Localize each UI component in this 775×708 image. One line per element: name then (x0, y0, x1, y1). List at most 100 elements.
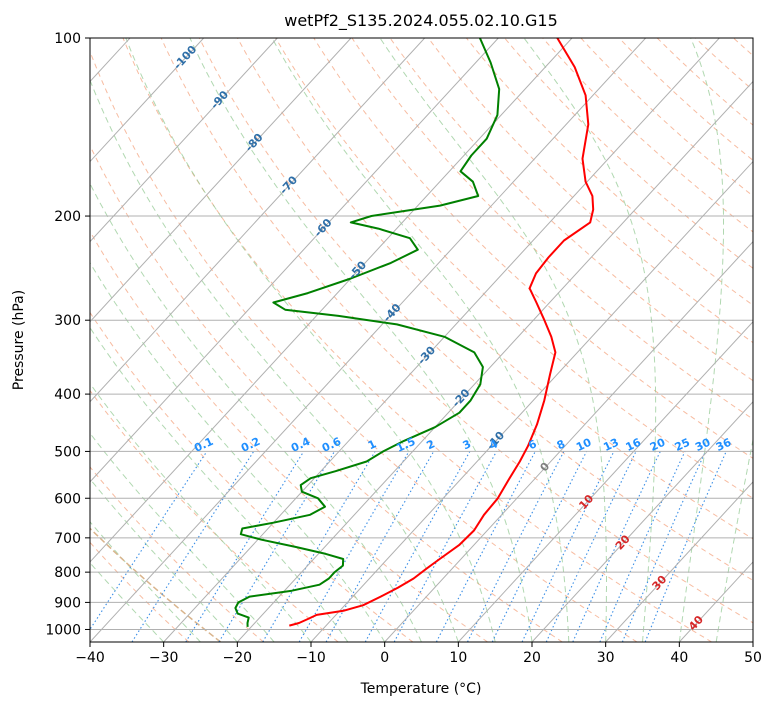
isotherm-gridline (310, 160, 753, 642)
mixing-ratio-label: 1 (366, 437, 378, 452)
dry-adiabat (351, 38, 753, 420)
dry-adiabat (618, 38, 753, 161)
y-tick-label: 200 (54, 209, 81, 225)
x-tick-label: 30 (597, 650, 615, 666)
mixing-ratio-line (491, 451, 588, 642)
isotherm-gridline (605, 481, 753, 642)
mixing-ratio-line (621, 451, 707, 642)
x-tick-label: −10 (296, 650, 326, 666)
y-tick-label: 400 (54, 387, 81, 403)
mixing-ratio-line (599, 451, 686, 642)
mixing-ratio-line (298, 451, 410, 642)
x-tick-label: −30 (149, 650, 179, 666)
mixing-ratio-label: 20 (648, 436, 668, 454)
y-tick-label: 600 (54, 491, 81, 507)
dry-adiabat (389, 38, 753, 382)
dewpoint-line (234, 38, 501, 627)
dry-adiabat (90, 144, 563, 642)
mixing-ratio-label: 13 (601, 436, 620, 454)
mixing-ratio-label: 10 (574, 436, 594, 454)
dry-adiabat (90, 50, 638, 642)
moist-adiabat (379, 38, 607, 642)
dry-adiabat (90, 230, 488, 642)
series-layer (234, 38, 595, 627)
y-axis: 100 200 300 400 500 600 700 800 900 1000 (45, 31, 90, 638)
moist-adiabat (189, 38, 533, 642)
dry-adiabat (90, 541, 190, 642)
moist-adiabat (90, 261, 386, 642)
x-tick-label: −20 (223, 650, 253, 666)
line-labels: -100-90-80-70-60-50-40-30-20-10010203040… (171, 43, 734, 634)
x-tick-label: 0 (380, 650, 389, 666)
mixing-ratio-label: 25 (673, 436, 692, 454)
mixing-ratio-label: 16 (624, 436, 644, 454)
mixing-ratio-line (644, 451, 727, 642)
dry-adiabat (504, 38, 753, 269)
lcl-curve (90, 527, 222, 642)
grid (0, 38, 753, 642)
mixing-ratio-line (90, 451, 208, 631)
mixing-ratio-line (185, 451, 305, 642)
moist-adiabat (715, 437, 753, 642)
dry-adiabat (542, 38, 753, 233)
mixing-ratio-label: 30 (693, 436, 713, 454)
isotherm-gridline (90, 38, 352, 323)
mixing-ratio-label: 8 (555, 437, 567, 452)
isotherm-gridline (90, 38, 499, 483)
isotherm-gridline (531, 401, 753, 642)
plot-frame (89, 37, 754, 643)
isotherm-gridline (752, 641, 753, 642)
isotherm-gridline (236, 80, 753, 642)
moist-adiabat (90, 478, 238, 642)
mixing-ratio-line (572, 451, 661, 642)
mixing-ratio-label: 2 (425, 437, 437, 452)
background-lines (90, 38, 753, 642)
x-tick-label: 40 (670, 650, 688, 666)
mixing-ratio-line (393, 451, 497, 642)
dry-adiabat (733, 38, 753, 57)
dry-adiabat (580, 38, 753, 197)
mixing-ratio-label: 36 (714, 436, 734, 454)
x-axis: −40 −30 −20 −10 0 10 20 30 40 50 (75, 642, 762, 666)
dry-adiabat (656, 38, 753, 126)
isotherm-gridline (90, 38, 647, 642)
dry-adiabat (695, 38, 753, 91)
y-tick-label: 700 (54, 531, 81, 547)
isotherm-gridline (90, 38, 573, 563)
y-tick-label: 300 (54, 313, 81, 329)
y-tick-label: 100 (54, 31, 81, 47)
isotherm-gridline (384, 240, 753, 642)
moist-adiabat (90, 182, 422, 642)
dry-adiabat (90, 466, 264, 642)
x-tick-label: 20 (523, 650, 541, 666)
isotherm-gridline (0, 38, 56, 642)
dry-adiabat (90, 389, 339, 642)
mixing-ratio-label: 3 (461, 437, 473, 452)
mixing-ratio-line (325, 451, 435, 642)
dry-adiabat (198, 38, 753, 581)
y-tick-label: 800 (54, 565, 81, 581)
chart-title: wetPf2_S135.2024.055.02.10.G15 (284, 11, 558, 31)
dry-adiabat (313, 38, 753, 459)
moist-adiabat (523, 38, 657, 642)
moist-adiabat (125, 38, 496, 642)
moist-adiabat (90, 326, 349, 642)
moist-adiabat (90, 78, 459, 642)
mixing-ratio-line (467, 451, 565, 642)
x-axis-label: Temperature (°C) (360, 681, 482, 697)
mixing-ratio-line (262, 451, 376, 642)
isotherm-gridline (90, 38, 426, 403)
dry-adiabat (160, 38, 753, 624)
y-axis-label: Pressure (hPa) (11, 290, 27, 390)
isotherm-gridline (457, 320, 753, 642)
dry-adiabat (427, 38, 753, 344)
mixing-ratio-line (521, 451, 615, 642)
mixing-ratio-line (131, 451, 255, 642)
x-tick-label: 10 (449, 650, 467, 666)
isotherm-gridline (678, 561, 753, 642)
isotherm-gridline (163, 38, 720, 642)
x-tick-label: −40 (75, 650, 105, 666)
mixing-ratio-line (545, 451, 637, 642)
isotherm-gridline (90, 38, 205, 163)
